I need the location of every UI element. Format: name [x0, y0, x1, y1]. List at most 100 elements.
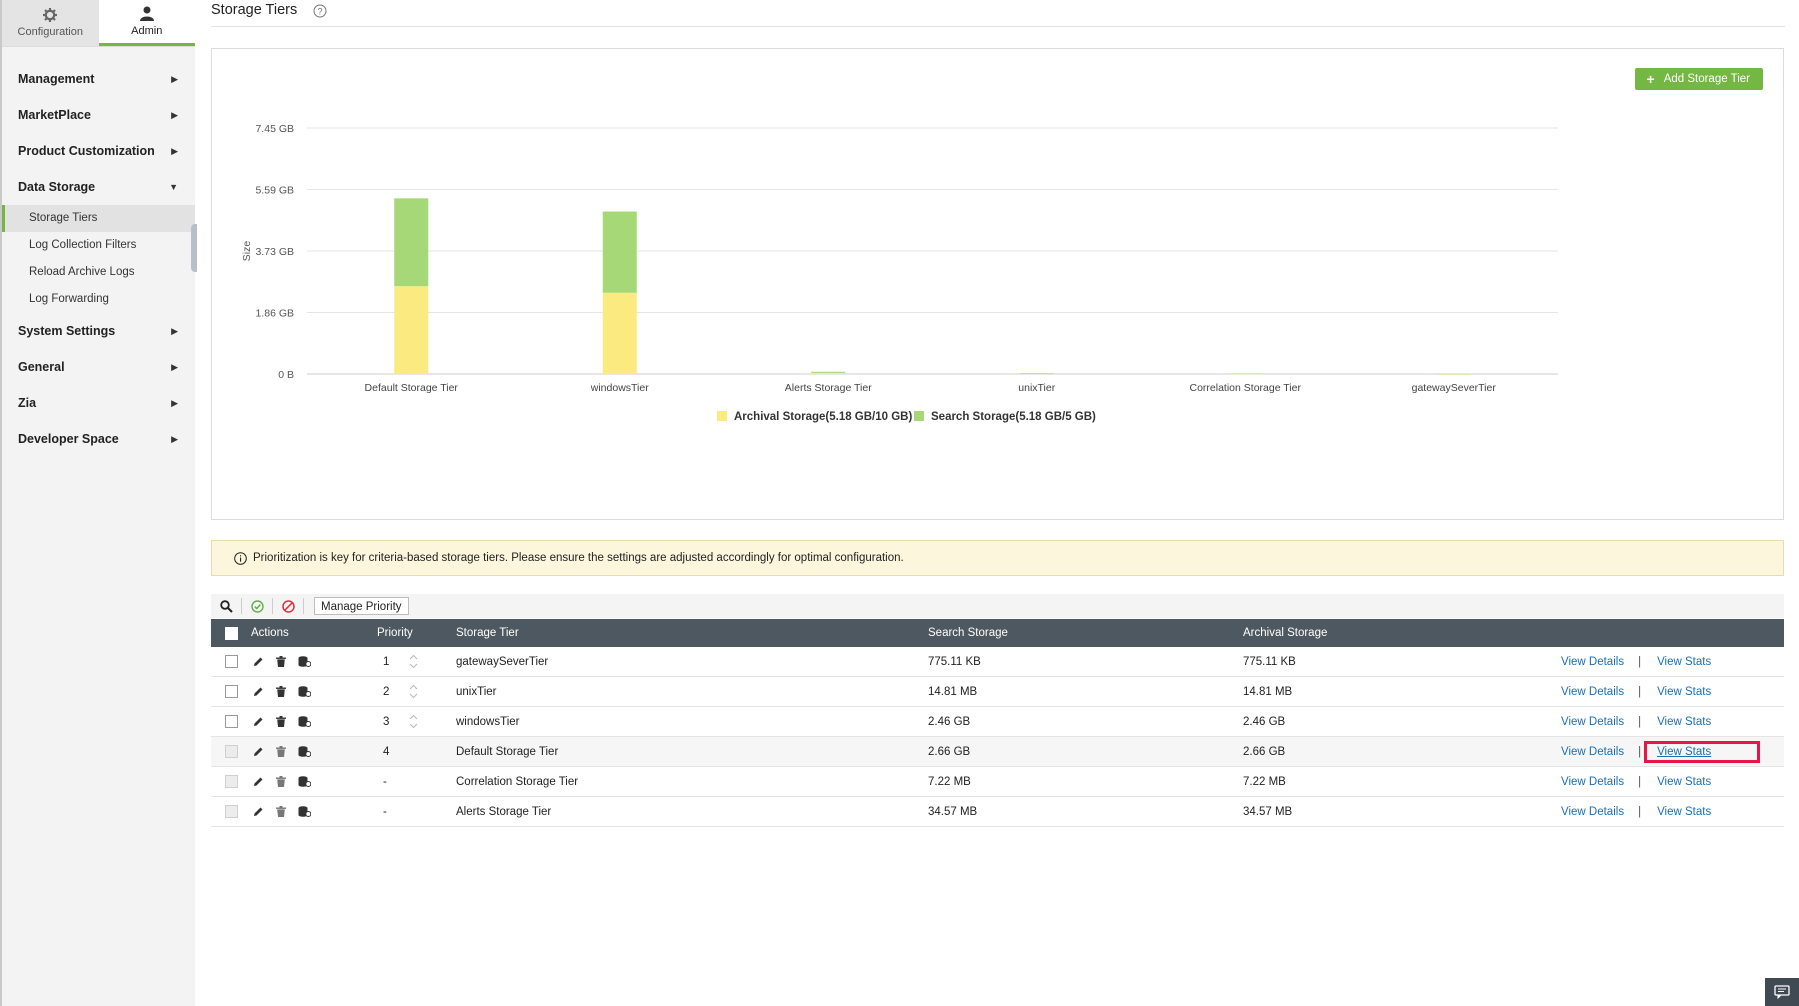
menu-management[interactable]: Management ▶	[2, 61, 195, 97]
gear-icon	[43, 8, 58, 22]
column-header-actions: Actions	[251, 627, 289, 639]
menu-general[interactable]: General ▶	[2, 349, 195, 385]
menu-zia[interactable]: Zia ▶	[2, 385, 195, 421]
edit-icon[interactable]	[253, 716, 264, 727]
view-details-link[interactable]: View Details	[1561, 745, 1625, 758]
search-storage-value: 775.11 KB	[928, 647, 1243, 677]
page-title: Storage Tiers	[211, 2, 298, 18]
view-stats-link[interactable]: View Stats	[1657, 715, 1712, 728]
edit-icon[interactable]	[253, 806, 264, 817]
chat-button[interactable]	[1765, 978, 1799, 1006]
storage-tier-name: windowsTier	[456, 706, 928, 737]
reorder-arrows-icon[interactable]	[409, 684, 418, 699]
toolbar-separator	[303, 598, 304, 614]
bar-search	[1228, 373, 1263, 375]
view-stats-link[interactable]: View Stats	[1657, 775, 1712, 788]
table-row[interactable]: - Alerts Storage Tier 34.57 MB 34.57 MB View…	[211, 796, 1784, 827]
tab-admin-label: Admin	[131, 25, 163, 37]
row-actions	[251, 746, 377, 757]
edit-icon[interactable]	[253, 686, 264, 697]
table-row[interactable]: - Correlation Storage Tier 7.22 MB 7.22 MB V…	[211, 766, 1784, 797]
disable-button[interactable]	[273, 599, 303, 613]
row-actions	[251, 716, 377, 727]
storage-config-icon[interactable]	[298, 746, 311, 757]
caret-right-icon: ▶	[171, 362, 178, 372]
link-separator: |	[1638, 775, 1642, 788]
menu-item-log-forwarding[interactable]: Log Forwarding	[29, 293, 109, 305]
menu-item-storage-tiers[interactable]: Storage Tiers	[2, 205, 195, 232]
delete-icon[interactable]	[276, 806, 286, 817]
row-actions	[251, 656, 377, 667]
edit-icon[interactable]	[253, 656, 264, 667]
row-checkbox[interactable]	[224, 655, 238, 668]
menu-item-reload-archive-logs[interactable]: Reload Archive Logs	[29, 266, 135, 278]
search-button[interactable]	[211, 599, 241, 613]
column-header-search-storage[interactable]: Search Storage	[928, 627, 1008, 639]
view-details-link[interactable]: View Details	[1561, 715, 1625, 728]
tab-configuration[interactable]: Configuration	[2, 0, 99, 46]
y-tick-label: 0 B	[278, 369, 294, 381]
delete-icon[interactable]	[276, 776, 286, 787]
edit-icon[interactable]	[253, 746, 264, 757]
view-stats-link[interactable]: View Stats	[1657, 805, 1712, 818]
view-stats-link[interactable]: View Stats	[1657, 655, 1712, 668]
delete-icon[interactable]	[276, 656, 286, 667]
view-details-link[interactable]: View Details	[1561, 685, 1625, 698]
storage-chart: 0 B 1.86 GB 3.73 GB 5.59 GB 7.45 GB Size Defau…	[241, 123, 1558, 423]
column-header-archival-storage[interactable]: Archival Storage	[1243, 627, 1328, 639]
delete-icon[interactable]	[276, 686, 286, 697]
row-checkbox[interactable]	[224, 685, 238, 698]
select-all-checkbox[interactable]	[224, 626, 238, 640]
plus-icon: +	[1646, 71, 1655, 87]
menu-system-settings[interactable]: System Settings ▶	[2, 313, 195, 349]
column-header-storage-tier[interactable]: Storage Tier	[456, 627, 519, 639]
table-row[interactable]: 1 gatewaySeverTier 775.11 KB 775.11 KB View …	[211, 647, 1784, 677]
view-stats-link[interactable]: View Stats	[1657, 685, 1712, 698]
storage-config-icon[interactable]	[298, 656, 311, 667]
table-row[interactable]: 4 Default Storage Tier 2.66 GB 2.66 GB View …	[211, 736, 1784, 767]
add-storage-tier-label: Add Storage Tier	[1663, 73, 1750, 85]
table-row[interactable]: 2 unixTier 14.81 MB 14.81 MB View Details | Vi…	[211, 676, 1784, 707]
enable-button[interactable]	[242, 599, 272, 613]
view-details-link[interactable]: View Details	[1561, 805, 1625, 818]
menu-marketplace[interactable]: MarketPlace ▶	[2, 97, 195, 133]
archival-storage-value: 2.46 GB	[1243, 706, 1561, 737]
title-divider	[211, 26, 1785, 27]
reorder-arrows-icon[interactable]	[409, 714, 418, 729]
edit-icon[interactable]	[253, 776, 264, 787]
menu-product-customization[interactable]: Product Customization ▶	[2, 133, 195, 169]
tab-admin[interactable]: Admin	[98, 0, 195, 46]
storage-tier-name: Alerts Storage Tier	[456, 796, 928, 827]
legend-swatch	[914, 411, 924, 421]
caret-right-icon: ▶	[171, 326, 178, 336]
y-tick-label: 1.86 GB	[255, 308, 294, 320]
storage-config-icon[interactable]	[298, 776, 311, 787]
row-checkbox[interactable]	[224, 715, 238, 728]
caret-right-icon: ▶	[171, 110, 178, 120]
column-header-priority[interactable]: Priority	[377, 627, 413, 639]
view-stats-link[interactable]: View Stats	[1644, 740, 1761, 763]
sidebar-collapse-handle[interactable]	[191, 224, 197, 272]
storage-config-icon[interactable]	[298, 806, 311, 817]
menu-item-log-collection-filters[interactable]: Log Collection Filters	[29, 239, 137, 251]
reorder-arrows-icon[interactable]	[409, 654, 418, 669]
menu-data-storage[interactable]: Data Storage ▼	[2, 169, 195, 205]
delete-icon[interactable]	[276, 746, 286, 757]
priority-value: -	[383, 775, 387, 788]
y-tick-label: 5.59 GB	[255, 185, 294, 197]
search-storage-value: 2.66 GB	[928, 736, 1243, 767]
info-icon	[234, 551, 247, 565]
menu-developer-space[interactable]: Developer Space ▶	[2, 421, 195, 457]
toolbar-separator	[241, 598, 242, 614]
table-row[interactable]: 3 windowsTier 2.46 GB 2.46 GB View Details | V…	[211, 706, 1784, 737]
delete-icon[interactable]	[276, 716, 286, 727]
view-details-link[interactable]: View Details	[1561, 775, 1625, 788]
add-storage-tier-button[interactable]: + Add Storage Tier	[1634, 68, 1763, 90]
view-details-link[interactable]: View Details	[1561, 655, 1625, 668]
archival-storage-value: 34.57 MB	[1243, 796, 1561, 827]
caret-right-icon: ▶	[171, 398, 178, 408]
help-icon[interactable]: ?	[313, 4, 327, 18]
manage-priority-button[interactable]: Manage Priority	[314, 597, 409, 615]
storage-config-icon[interactable]	[298, 686, 311, 697]
storage-config-icon[interactable]	[298, 716, 311, 727]
